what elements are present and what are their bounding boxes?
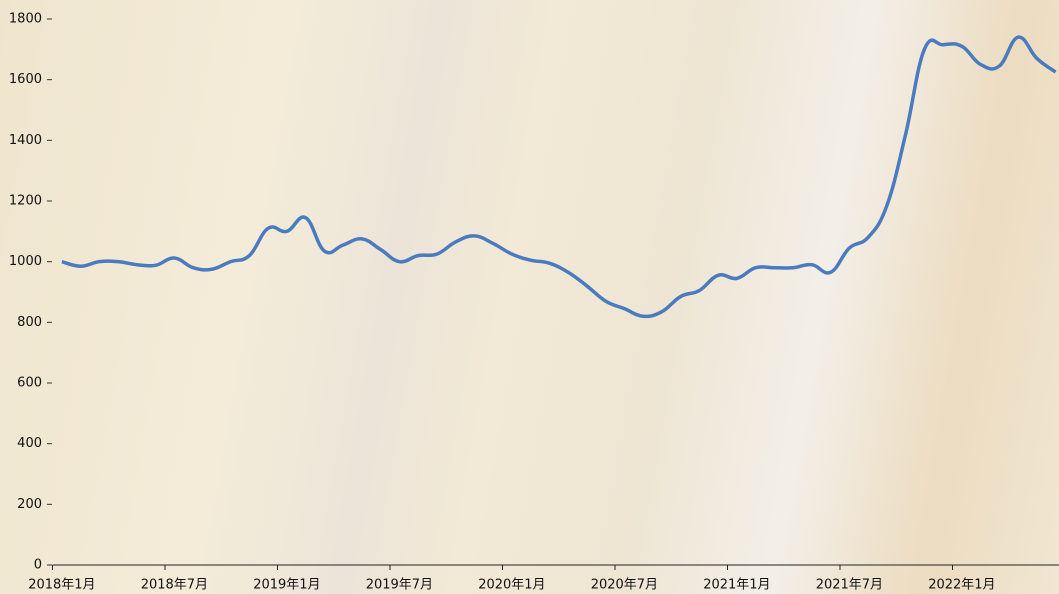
y-tick-label: 800 [17, 315, 42, 330]
x-tick-label: 2018年1月 [28, 578, 95, 593]
y-tick-label: 1800 [9, 12, 42, 27]
x-tick-label: 2020年7月 [591, 578, 658, 593]
x-tick-label: 2022年1月 [928, 578, 995, 593]
x-tick-label: 2021年1月 [703, 578, 770, 593]
x-tick-label: 2019年1月 [253, 578, 320, 593]
x-tick-label: 2020年1月 [478, 578, 545, 593]
y-tick-label: 400 [17, 436, 42, 451]
y-tick-label: 0 [34, 558, 42, 573]
y-tick-label: 1600 [9, 72, 42, 87]
y-tick-label: 200 [17, 497, 42, 512]
line-series [61, 35, 1057, 319]
x-tick-label: 2021年7月 [816, 578, 883, 593]
y-tick-label: 1400 [9, 133, 42, 148]
y-tick-label: 1200 [9, 194, 42, 209]
x-tick-label: 2019年7月 [366, 578, 433, 593]
y-tick-label: 600 [17, 376, 42, 391]
x-tick-label: 2018年7月 [141, 578, 208, 593]
y-tick-label: 1000 [9, 254, 42, 269]
